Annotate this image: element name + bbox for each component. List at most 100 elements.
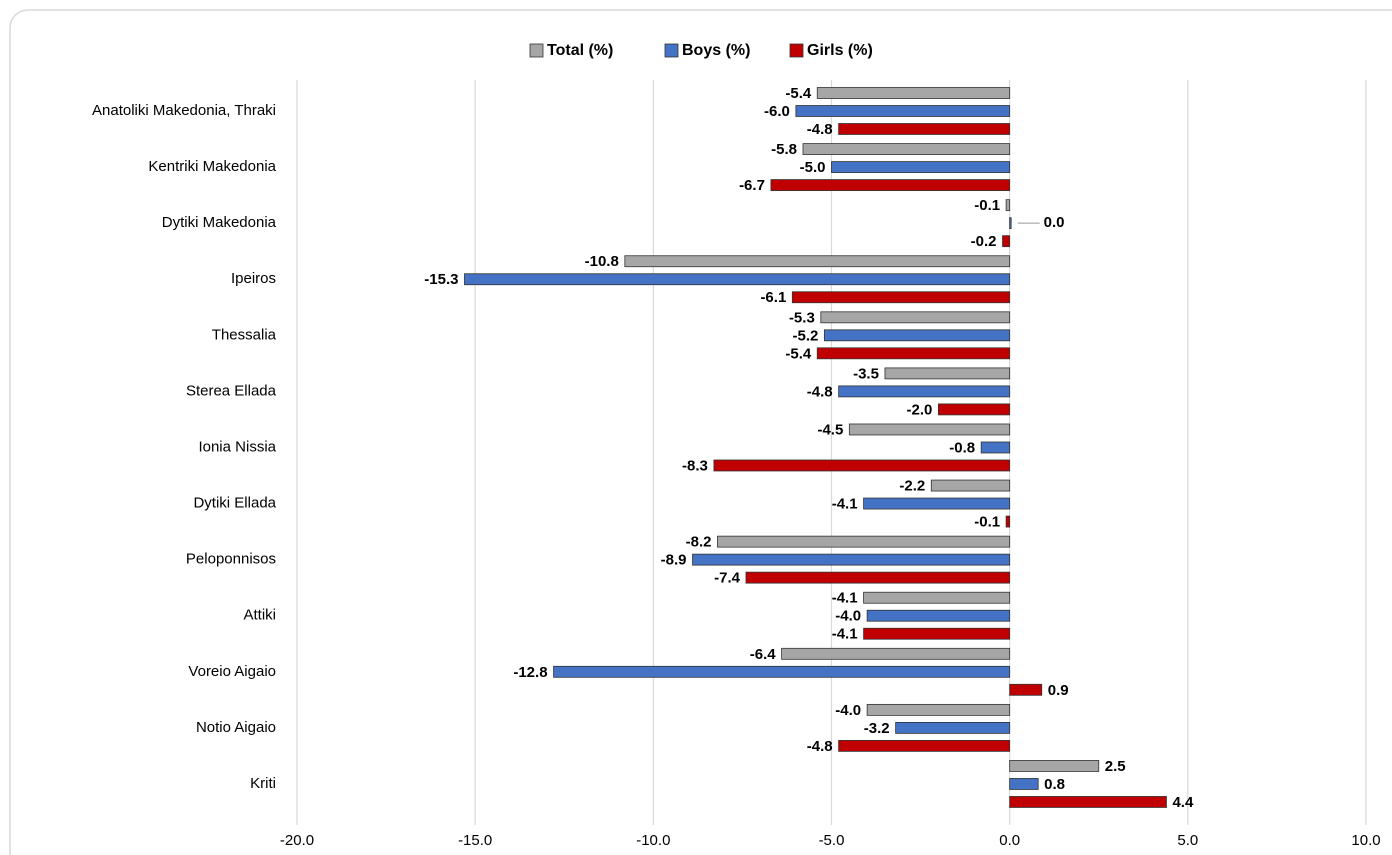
data-label: -5.0 — [800, 159, 826, 176]
data-label: -4.1 — [832, 626, 858, 643]
legend-label: Girls (%) — [807, 42, 873, 59]
y-tick-label: Dytiki Ellada — [193, 495, 276, 512]
bar — [717, 535, 1011, 548]
data-label: -4.0 — [835, 608, 861, 625]
bar — [838, 739, 1011, 752]
legend-swatch — [529, 43, 544, 58]
bar — [781, 647, 1011, 660]
bar — [1009, 683, 1043, 696]
bar — [863, 497, 1011, 510]
data-label: -5.4 — [785, 345, 812, 362]
data-label: -7.4 — [714, 570, 741, 587]
data-label: -6.4 — [750, 646, 777, 663]
data-label: -4.5 — [817, 421, 843, 438]
legend-swatch — [789, 43, 804, 58]
x-tick-label: -20.0 — [280, 832, 314, 849]
bar — [745, 571, 1011, 584]
data-label: -4.8 — [807, 121, 833, 138]
data-label: -8.9 — [661, 552, 687, 569]
data-label: 4.4 — [1172, 794, 1194, 811]
y-tick-label: Attiki — [243, 607, 276, 624]
bar — [816, 87, 1011, 99]
y-tick-label: Thessalia — [212, 326, 277, 343]
data-label: -0.1 — [974, 514, 1000, 531]
bar — [802, 143, 1011, 155]
data-label: -8.3 — [682, 457, 708, 474]
data-label: -2.2 — [899, 478, 925, 495]
bar — [624, 255, 1011, 268]
bar — [863, 591, 1011, 604]
bar — [770, 179, 1011, 191]
y-tick-label: Ipeiros — [231, 270, 276, 287]
bar — [816, 347, 1011, 360]
data-label: -5.2 — [793, 327, 819, 344]
y-tick-label: Sterea Ellada — [186, 382, 277, 399]
legend-label: Boys (%) — [682, 42, 750, 59]
bar — [884, 367, 1011, 380]
data-label: -3.2 — [864, 720, 890, 737]
bar — [692, 553, 1011, 566]
data-label: -10.8 — [585, 253, 619, 270]
data-label: -4.1 — [832, 496, 858, 513]
data-label: -15.3 — [424, 271, 458, 288]
data-label: -4.1 — [832, 590, 858, 607]
y-tick-label: Kriti — [250, 775, 276, 792]
data-label: -5.4 — [785, 85, 812, 102]
bar — [1009, 796, 1167, 808]
bar — [863, 627, 1011, 640]
data-label: -8.2 — [686, 534, 712, 551]
data-label: -12.8 — [513, 664, 547, 681]
y-tick-label: Ionia Nissia — [198, 438, 276, 455]
bar — [831, 161, 1011, 173]
data-label: -6.0 — [764, 103, 790, 120]
bar — [848, 423, 1011, 436]
bar — [1005, 515, 1011, 528]
legend-label: Total (%) — [547, 42, 613, 59]
y-tick-label: Dytiki Makedonia — [162, 214, 277, 231]
y-tick-label: Anatoliki Makedonia, Thraki — [92, 102, 276, 119]
legend-swatch — [664, 43, 679, 58]
data-label: -0.8 — [949, 439, 975, 456]
x-tick-label: -5.0 — [819, 832, 845, 849]
bar — [713, 459, 1011, 472]
y-tick-label: Voreio Aigaio — [188, 663, 276, 680]
y-tick-label: Kentriki Makedonia — [148, 158, 276, 175]
bar — [930, 479, 1011, 492]
x-tick-label: 0.0 — [999, 832, 1020, 849]
data-label: -4.0 — [835, 702, 861, 719]
bar — [820, 311, 1011, 324]
data-label: -5.3 — [789, 309, 815, 326]
bar — [464, 273, 1011, 286]
bar — [823, 329, 1011, 342]
bar — [1009, 760, 1100, 772]
y-tick-label: Peloponnisos — [186, 551, 276, 568]
bar — [866, 609, 1011, 622]
data-label: 0.9 — [1048, 682, 1069, 699]
x-tick-label: -15.0 — [458, 832, 492, 849]
data-label: 0.8 — [1044, 776, 1065, 793]
bar — [1005, 199, 1011, 212]
data-label: -6.7 — [739, 177, 765, 194]
bar — [1009, 217, 1012, 230]
data-label: 0.0 — [1044, 214, 1065, 231]
bar — [838, 123, 1011, 135]
data-label: 2.5 — [1105, 758, 1126, 775]
bar — [1002, 235, 1011, 248]
data-label: -5.8 — [771, 141, 797, 158]
bar — [980, 441, 1011, 454]
x-tick-label: 5.0 — [1177, 832, 1198, 849]
data-label: -6.1 — [760, 289, 786, 306]
bar — [938, 403, 1011, 416]
y-tick-label: Notio Aigaio — [196, 719, 276, 736]
data-label: -0.2 — [971, 233, 997, 250]
data-label: -4.8 — [807, 738, 833, 755]
x-tick-label: -10.0 — [636, 832, 670, 849]
bar — [866, 703, 1011, 716]
x-tick-label: 10.0 — [1351, 832, 1380, 849]
bar — [895, 721, 1011, 734]
data-label: -3.5 — [853, 365, 879, 382]
data-label: -2.0 — [907, 401, 933, 418]
bar — [553, 665, 1011, 678]
